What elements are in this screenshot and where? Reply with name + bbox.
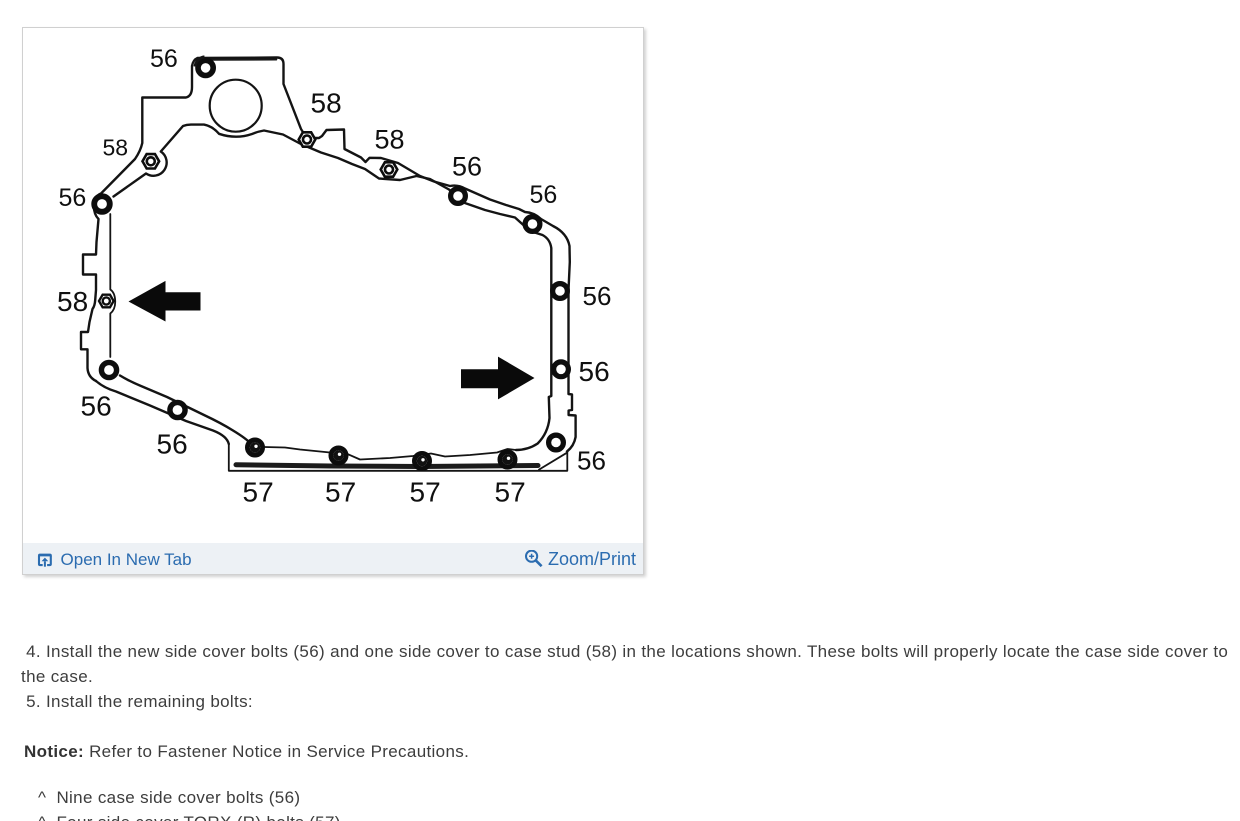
svg-text:58: 58 [103,135,129,161]
svg-text:56: 56 [157,429,188,460]
svg-text:56: 56 [81,391,112,422]
svg-text:56: 56 [452,152,482,182]
svg-text:56: 56 [577,446,606,476]
svg-text:57: 57 [410,477,441,508]
svg-text:56: 56 [579,356,610,387]
svg-text:57: 57 [495,477,526,508]
svg-text:56: 56 [583,281,612,311]
svg-text:56: 56 [150,45,178,73]
svg-text:58: 58 [375,125,405,155]
svg-text:56: 56 [530,181,558,209]
svg-text:56: 56 [59,184,87,212]
svg-text:57: 57 [243,477,274,508]
svg-text:58: 58 [311,88,342,119]
svg-text:58: 58 [57,286,88,317]
svg-text:57: 57 [325,477,356,508]
